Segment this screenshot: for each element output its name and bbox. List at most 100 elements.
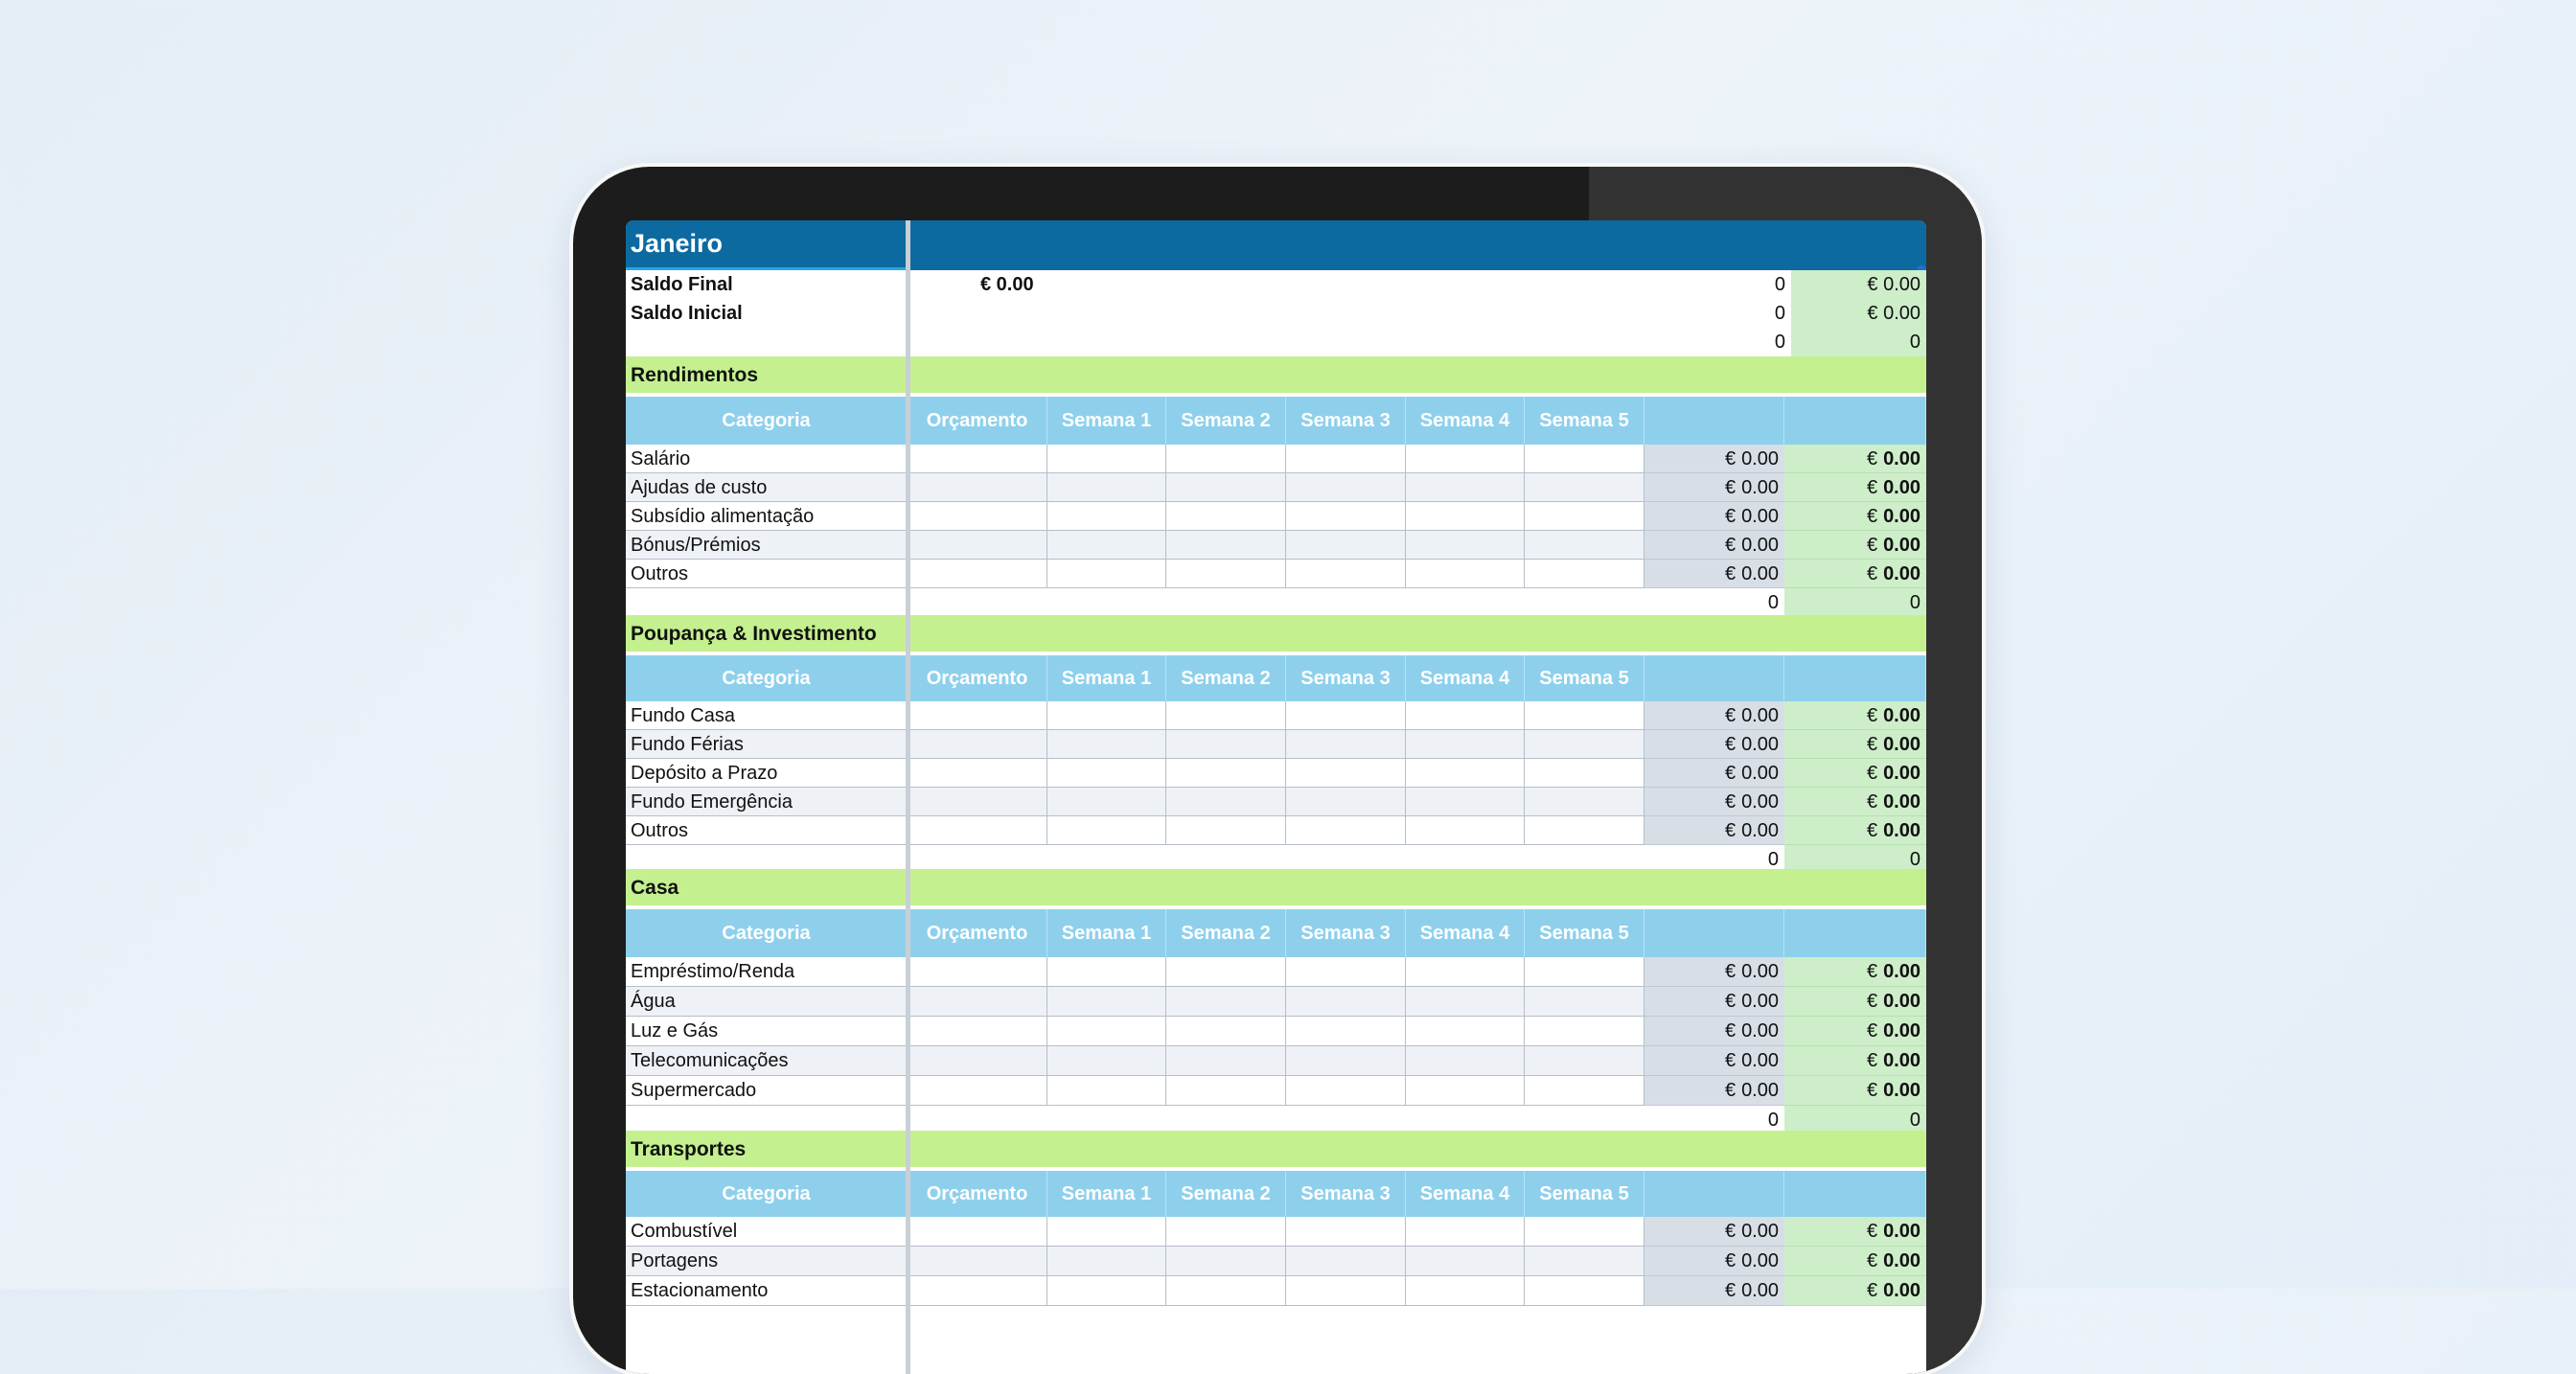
amount-input-cell[interactable] <box>1525 1217 1644 1247</box>
poupanca-column-header-6[interactable]: Semana 5 <box>1525 655 1644 701</box>
transportes-column-header-2[interactable]: Semana 1 <box>1047 1171 1166 1217</box>
poupanca-column-header-2[interactable]: Semana 1 <box>1047 655 1166 701</box>
amount-input-cell[interactable] <box>908 1017 1047 1046</box>
amount-input-cell[interactable] <box>1047 816 1166 845</box>
transportes-column-header-1[interactable]: Orçamento <box>908 1171 1047 1217</box>
row-difference-cell[interactable]: €0.00 <box>1784 1276 1926 1306</box>
amount-input-cell[interactable] <box>908 1276 1047 1306</box>
row-difference-cell[interactable]: €0.00 <box>1784 816 1926 845</box>
amount-input-cell[interactable] <box>908 473 1047 502</box>
amount-input-cell[interactable] <box>1286 445 1406 473</box>
amount-input-cell[interactable] <box>1286 1217 1406 1247</box>
rendimentos-column-header-6[interactable]: Semana 5 <box>1525 397 1644 445</box>
category-cell[interactable]: Telecomunicações <box>626 1046 908 1076</box>
amount-input-cell[interactable] <box>1406 473 1525 502</box>
amount-input-cell[interactable] <box>1525 816 1644 845</box>
saldo-inicial-total-cell[interactable]: € 0.00 <box>1791 299 1926 328</box>
amount-input-cell[interactable] <box>1286 987 1406 1017</box>
row-total-cell[interactable]: €0.00 <box>1644 759 1784 788</box>
amount-input-cell[interactable] <box>1286 1276 1406 1306</box>
row-total-cell[interactable]: €0.00 <box>1644 1247 1784 1276</box>
casa-column-header-0[interactable]: Categoria <box>626 909 908 957</box>
amount-input-cell[interactable] <box>1286 1076 1406 1106</box>
amount-input-cell[interactable] <box>1406 701 1525 730</box>
amount-input-cell[interactable] <box>1406 560 1525 588</box>
rendimentos-column-header-0[interactable]: Categoria <box>626 397 908 445</box>
amount-input-cell[interactable] <box>1286 957 1406 987</box>
amount-input-cell[interactable] <box>1286 730 1406 759</box>
amount-input-cell[interactable] <box>1286 531 1406 560</box>
amount-input-cell[interactable] <box>1525 1046 1644 1076</box>
amount-input-cell[interactable] <box>1166 730 1286 759</box>
amount-input-cell[interactable] <box>1047 701 1166 730</box>
amount-input-cell[interactable] <box>908 445 1047 473</box>
subtotal-total-cell[interactable]: 0 <box>1784 1106 1926 1134</box>
subtotal-count-cell[interactable]: 0 <box>1644 845 1784 874</box>
amount-input-cell[interactable] <box>1406 1076 1525 1106</box>
subtotal-count-cell[interactable]: 0 <box>1644 588 1784 617</box>
amount-input-cell[interactable] <box>1047 788 1166 816</box>
row-difference-cell[interactable]: €0.00 <box>1784 1247 1926 1276</box>
amount-input-cell[interactable] <box>1406 445 1525 473</box>
amount-input-cell[interactable] <box>1166 816 1286 845</box>
poupanca-column-header-total-0[interactable] <box>1644 655 1784 701</box>
saldo-final-total-cell[interactable]: € 0.00 <box>1791 270 1926 299</box>
row-difference-cell[interactable]: €0.00 <box>1784 957 1926 987</box>
row-difference-cell[interactable]: €0.00 <box>1784 730 1926 759</box>
transportes-section-title-cell[interactable]: Transportes <box>626 1131 908 1167</box>
category-cell[interactable]: Combustível <box>626 1217 908 1247</box>
amount-input-cell[interactable] <box>1166 759 1286 788</box>
month-title-cell[interactable]: Janeiro <box>626 220 908 270</box>
amount-input-cell[interactable] <box>1406 1046 1525 1076</box>
amount-input-cell[interactable] <box>1047 1076 1166 1106</box>
amount-input-cell[interactable] <box>1166 445 1286 473</box>
amount-input-cell[interactable] <box>908 987 1047 1017</box>
amount-input-cell[interactable] <box>1286 1247 1406 1276</box>
row-difference-cell[interactable]: €0.00 <box>1784 473 1926 502</box>
amount-input-cell[interactable] <box>1286 788 1406 816</box>
casa-column-header-3[interactable]: Semana 2 <box>1166 909 1286 957</box>
amount-input-cell[interactable] <box>1286 473 1406 502</box>
amount-input-cell[interactable] <box>1166 1247 1286 1276</box>
amount-input-cell[interactable] <box>1406 987 1525 1017</box>
rendimentos-section-title-cell[interactable]: Rendimentos <box>626 356 908 393</box>
poupanca-column-header-4[interactable]: Semana 3 <box>1286 655 1406 701</box>
rendimentos-column-header-3[interactable]: Semana 2 <box>1166 397 1286 445</box>
amount-input-cell[interactable] <box>1286 701 1406 730</box>
row-total-cell[interactable]: €0.00 <box>1644 1046 1784 1076</box>
amount-input-cell[interactable] <box>908 1217 1047 1247</box>
casa-column-header-1[interactable]: Orçamento <box>908 909 1047 957</box>
row-total-cell[interactable]: €0.00 <box>1644 957 1784 987</box>
amount-input-cell[interactable] <box>1047 560 1166 588</box>
rendimentos-column-header-1[interactable]: Orçamento <box>908 397 1047 445</box>
amount-input-cell[interactable] <box>1166 560 1286 588</box>
amount-input-cell[interactable] <box>1406 816 1525 845</box>
amount-input-cell[interactable] <box>1286 816 1406 845</box>
amount-input-cell[interactable] <box>1047 531 1166 560</box>
rendimentos-column-header-2[interactable]: Semana 1 <box>1047 397 1166 445</box>
row-difference-cell[interactable]: €0.00 <box>1784 531 1926 560</box>
category-cell[interactable]: Outros <box>626 816 908 845</box>
casa-section-title-cell[interactable]: Casa <box>626 869 908 905</box>
amount-input-cell[interactable] <box>1525 473 1644 502</box>
summary-third-count-cell[interactable]: 0 <box>1670 328 1791 356</box>
transportes-column-header-4[interactable]: Semana 3 <box>1286 1171 1406 1217</box>
category-cell[interactable]: Empréstimo/Renda <box>626 957 908 987</box>
row-total-cell[interactable]: €0.00 <box>1644 445 1784 473</box>
row-difference-cell[interactable]: €0.00 <box>1784 759 1926 788</box>
amount-input-cell[interactable] <box>1525 445 1644 473</box>
amount-input-cell[interactable] <box>1047 502 1166 531</box>
amount-input-cell[interactable] <box>1047 1046 1166 1076</box>
frozen-column-divider[interactable] <box>906 220 910 1374</box>
category-cell[interactable]: Ajudas de custo <box>626 473 908 502</box>
transportes-column-header-6[interactable]: Semana 5 <box>1525 1171 1644 1217</box>
row-difference-cell[interactable]: €0.00 <box>1784 502 1926 531</box>
saldo-final-label-cell[interactable]: Saldo Final <box>626 270 908 299</box>
transportes-column-header-3[interactable]: Semana 2 <box>1166 1171 1286 1217</box>
amount-input-cell[interactable] <box>1406 957 1525 987</box>
rendimentos-column-header-4[interactable]: Semana 3 <box>1286 397 1406 445</box>
saldo-final-value-cell[interactable]: € 0.00 <box>980 270 1095 299</box>
amount-input-cell[interactable] <box>1286 1046 1406 1076</box>
casa-column-header-4[interactable]: Semana 3 <box>1286 909 1406 957</box>
amount-input-cell[interactable] <box>1406 1017 1525 1046</box>
